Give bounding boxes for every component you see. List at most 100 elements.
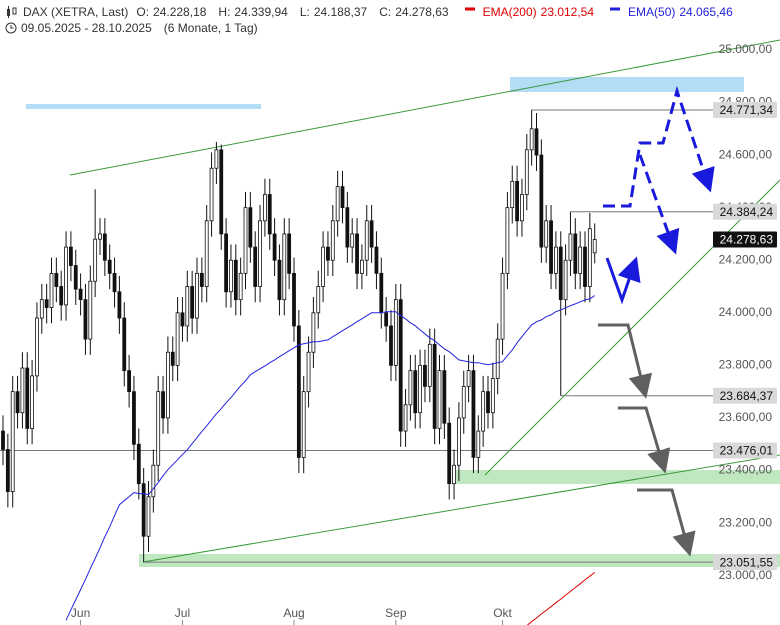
candle-body <box>461 385 466 419</box>
y-tick-label: 23.000,00 <box>719 568 773 582</box>
candle-body <box>471 370 476 458</box>
candle-body <box>432 343 437 429</box>
candle-body <box>190 286 195 319</box>
y-tick-label: 24.600,00 <box>719 147 773 161</box>
x-tick-label: Okt <box>493 606 512 620</box>
legend-name: EMA(50) <box>628 5 676 19</box>
candle-body <box>452 464 456 485</box>
candle-body <box>30 375 35 429</box>
candle-body <box>476 430 481 458</box>
level-label-box <box>713 102 777 119</box>
candle-body <box>224 233 229 293</box>
candle-body <box>495 338 500 379</box>
candle-body <box>311 312 316 353</box>
candle-body <box>59 286 64 306</box>
candle-body <box>520 194 524 222</box>
level-label: 23.051,55 <box>720 555 774 569</box>
ohlc-label: H: <box>218 5 231 19</box>
y-tick-label: 23.600,00 <box>719 410 773 424</box>
candle-body <box>403 404 408 432</box>
candle-body <box>340 186 345 209</box>
candle-body <box>413 370 418 414</box>
candle-body <box>204 220 209 287</box>
candle-body <box>423 364 427 387</box>
scenario-arrow <box>637 488 696 557</box>
candle-body <box>15 391 20 414</box>
candle-body <box>296 325 301 458</box>
candle-body <box>427 343 432 387</box>
candle-body <box>219 149 224 235</box>
candle-body <box>93 238 98 282</box>
scenario-arrow <box>598 323 653 399</box>
ohlc: O: 24.228,18 H: 24.339,94 L: 24.188,37 C: 24.27… <box>136 4 448 20</box>
candle-body <box>447 422 452 485</box>
candle-body <box>306 351 311 393</box>
candle-body <box>83 299 88 340</box>
candle-body <box>418 364 423 414</box>
ohlc-label: L: <box>299 5 310 19</box>
candle-body <box>35 317 39 377</box>
candle-body <box>132 391 136 445</box>
candle-body <box>292 272 296 327</box>
candle-body <box>364 220 369 261</box>
scenario-arrow <box>605 256 641 305</box>
legend-swatch <box>464 7 475 11</box>
candle-body <box>78 288 83 301</box>
candle-body <box>175 312 180 366</box>
candle-body <box>345 207 350 248</box>
ohlc-label: O: <box>136 5 150 19</box>
ohlc-value: 24.188,37 <box>313 5 368 19</box>
candle-body <box>54 272 59 287</box>
x-tick-label: Jul <box>175 606 190 620</box>
drawings <box>26 39 780 567</box>
level-label-box <box>713 442 777 459</box>
header: DAX (XETRA, Last) O: 24.228,18 H: 24.339,94… <box>0 4 733 36</box>
candle-body <box>267 194 272 235</box>
scenario-arrow <box>638 154 680 255</box>
x-tick-label: Jun <box>71 606 90 620</box>
header-row: 09.05.2025 - 28.10.2025 (6 Monate, 1 Tag… <box>0 20 733 36</box>
candle-body <box>549 220 553 274</box>
instrument: DAX (XETRA, Last) <box>23 5 129 19</box>
candle-body <box>510 180 515 209</box>
candle-body <box>539 154 544 248</box>
candle-body <box>195 272 199 319</box>
candle-body <box>20 367 25 414</box>
trend-line <box>142 454 780 563</box>
candle-body <box>578 246 583 274</box>
x-tick-label: Sep <box>385 606 407 620</box>
period: (6 Monate, 1 Tag) <box>163 21 258 35</box>
candle-body <box>321 246 326 287</box>
candle-body <box>44 299 49 308</box>
candle-body <box>437 370 442 429</box>
candle-body <box>573 233 578 274</box>
candle-body <box>238 272 243 301</box>
candle-body <box>355 233 359 274</box>
level-label-box <box>713 554 777 571</box>
candle-body <box>529 128 534 151</box>
axis-labels: 23.000,00 23.200,00 23.400,00 23.600,00 23.8… <box>71 42 777 625</box>
candle-body <box>568 233 573 261</box>
candle-body <box>486 391 490 414</box>
candle-body <box>384 312 389 327</box>
candle-body <box>393 299 398 366</box>
y-tick-label: 23.200,00 <box>719 515 773 529</box>
legend-value: 24.065,46 <box>679 5 733 19</box>
candle-body <box>233 259 238 301</box>
candle-body <box>326 246 330 261</box>
level-label: 23.684,37 <box>720 389 774 403</box>
candle-body <box>10 391 15 492</box>
candle-body <box>180 312 185 327</box>
candle-body <box>146 496 151 537</box>
candle-body <box>248 207 253 248</box>
candle-body <box>408 370 413 406</box>
candle-body <box>456 417 461 466</box>
x-tick-label: Aug <box>283 606 304 620</box>
candle-body <box>330 220 335 261</box>
support-zone <box>455 470 780 484</box>
candle-body <box>592 239 597 254</box>
level-label: 23.476,01 <box>720 444 774 458</box>
ohlc-value: 24.278,63 <box>395 5 449 19</box>
scenario-arrow <box>618 406 671 474</box>
